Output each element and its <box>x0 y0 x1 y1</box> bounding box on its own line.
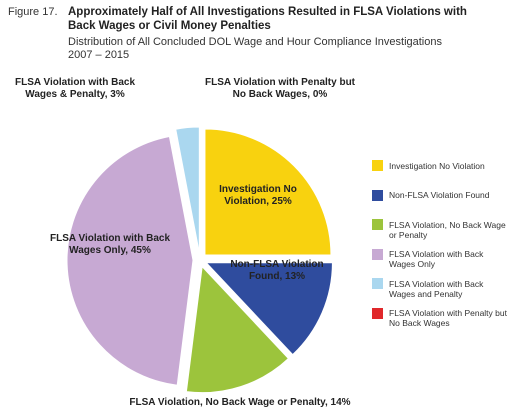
legend-label: FLSA Violation with Back Wages Only <box>389 249 484 269</box>
legend-swatch <box>372 219 383 230</box>
slice-label: Non-FLSA Violation Found, 13% <box>230 259 324 282</box>
slice-label: FLSA Violation with Back Wages Only, 45% <box>49 233 170 256</box>
legend-label: Investigation No Violation <box>389 160 485 171</box>
slice-label: FLSA Violation with Back Wages & Penalty… <box>14 77 135 100</box>
slice-label: FLSA Violation with Penalty but No Back … <box>205 77 356 100</box>
legend-swatch <box>372 278 383 289</box>
slice-label: Investigation No Violation, 25% <box>219 184 297 207</box>
legend-swatch <box>372 307 383 319</box>
legend-swatch <box>372 248 383 260</box>
pie-slice <box>66 135 194 386</box>
legend-label: FLSA Violation with Penalty but No Back … <box>389 308 507 328</box>
legend-swatch <box>372 160 383 171</box>
legend-label: Non-FLSA Violation Found <box>389 190 490 200</box>
figure-number: Figure 17. <box>8 6 58 18</box>
pie-slice <box>175 126 200 254</box>
pie-slice <box>204 128 332 256</box>
chart-title: Approximately Half of All Investigations… <box>68 6 467 32</box>
pie-slice <box>185 265 290 394</box>
slice-label: FLSA Violation, No Back Wage or Penalty,… <box>129 397 351 408</box>
chart-subtitle: Distribution of All Concluded DOL Wage a… <box>68 36 442 61</box>
legend-label: FLSA Violation with Back Wages and Penal… <box>389 278 484 299</box>
pie-slice <box>205 262 333 356</box>
legend-label: FLSA Violation, No Back Wage or Penalty <box>389 219 506 240</box>
legend-swatch <box>372 189 383 201</box>
